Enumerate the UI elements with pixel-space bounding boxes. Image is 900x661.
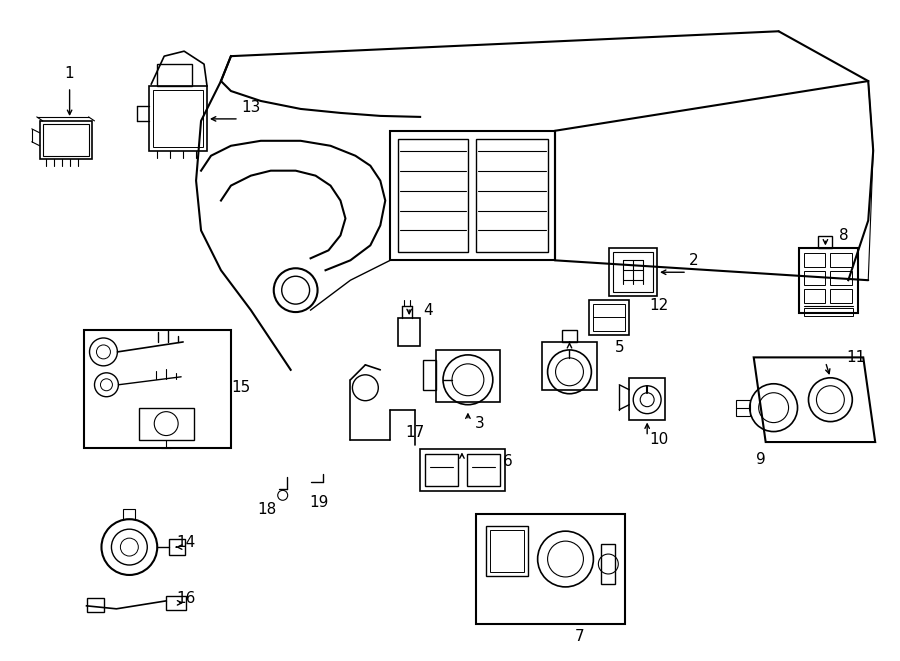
Bar [804, 253, 825, 267]
Text: 12: 12 [650, 297, 669, 313]
Bar [831, 271, 852, 285]
Bar [84, 330, 231, 447]
Text: 17: 17 [406, 425, 425, 440]
Bar [166, 596, 186, 610]
Text: 1: 1 [65, 65, 75, 81]
Text: 9: 9 [756, 452, 766, 467]
Text: 15: 15 [231, 380, 250, 395]
Bar [467, 455, 500, 486]
Bar [486, 526, 527, 576]
Bar [601, 544, 616, 584]
Text: 4: 4 [423, 303, 433, 317]
Bar [593, 304, 626, 331]
Text: 2: 2 [689, 253, 698, 268]
Text: 16: 16 [176, 592, 196, 606]
Bar [420, 449, 505, 491]
Text: 3: 3 [475, 416, 485, 431]
Text: 11: 11 [847, 350, 866, 366]
Text: 10: 10 [650, 432, 669, 447]
Bar [42, 124, 88, 156]
Bar [804, 271, 825, 285]
Bar [436, 350, 500, 402]
Text: 7: 7 [574, 629, 584, 644]
Bar [123, 509, 135, 519]
Bar [818, 237, 832, 249]
Bar [476, 139, 547, 253]
Text: 14: 14 [176, 535, 195, 549]
Text: 19: 19 [309, 495, 328, 510]
Bar [609, 249, 657, 296]
Bar [476, 514, 626, 624]
Bar [490, 530, 524, 572]
Bar [86, 598, 104, 612]
Bar [40, 121, 92, 159]
Bar [391, 131, 554, 260]
Bar [140, 408, 194, 440]
Bar [831, 289, 852, 303]
Text: 13: 13 [241, 100, 260, 116]
Bar [423, 360, 436, 390]
Bar [425, 455, 458, 486]
Bar [613, 253, 653, 292]
Bar [629, 378, 665, 420]
Bar [169, 539, 185, 555]
Bar [158, 64, 192, 86]
Bar [398, 318, 420, 346]
Bar [542, 342, 598, 390]
Bar [736, 400, 750, 416]
Bar [153, 90, 203, 147]
Bar [562, 330, 578, 342]
Bar [804, 308, 853, 316]
Bar [398, 139, 468, 253]
Text: 5: 5 [615, 340, 624, 356]
Text: 6: 6 [503, 454, 513, 469]
Bar [831, 253, 852, 267]
Bar [798, 249, 859, 313]
Bar [149, 86, 207, 151]
Bar [590, 300, 629, 335]
Text: 18: 18 [257, 502, 276, 517]
Text: 8: 8 [839, 228, 848, 243]
Bar [804, 289, 825, 303]
